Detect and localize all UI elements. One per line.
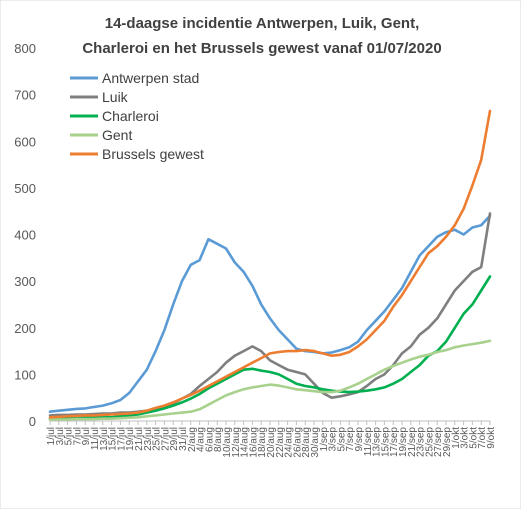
y-tick-label: 800 (14, 41, 36, 56)
x-tick-label: 7/okt (477, 427, 488, 449)
y-tick-label: 600 (14, 134, 36, 149)
series-line-charleroi (48, 275, 492, 421)
x-tick-label: 6/aug (204, 427, 215, 452)
y-tick-label: 400 (14, 228, 36, 243)
x-tick-label: 3/okt (460, 427, 471, 449)
x-tick-label: 15/sep (380, 427, 391, 457)
x-tick-label: 17/jul (116, 427, 127, 451)
x-tick-label: 9/sep (354, 427, 365, 452)
legend: Antwerpen stad Luik Charleroi Gent Brussels … (70, 70, 204, 162)
x-tick-label: 11/sep (363, 427, 374, 457)
series-line-antwerpen-stad (48, 214, 492, 414)
x-tick-label: 5/sep (336, 427, 347, 452)
y-tick-label: 200 (14, 321, 36, 336)
x-tick-label: 1/okt (451, 427, 462, 449)
x-tick-label: 25/jul (152, 427, 163, 451)
x-tick-label: 29/sep (442, 427, 453, 457)
x-tick-label: 13/jul (99, 427, 110, 451)
x-tick-label: 31/jul (178, 427, 189, 451)
x-tick-label: 18/aug (257, 427, 268, 458)
x-tick-label: 29/jul (169, 427, 180, 451)
y-tick-label: 700 (14, 88, 36, 103)
x-tick-label: 19/sep (398, 427, 409, 457)
x-tick-label: 3/sep (328, 427, 339, 452)
x-tick-label: 8/aug (213, 427, 224, 452)
x-tick-label: 27/sep (433, 427, 444, 457)
x-tick-label: 19/jul (125, 427, 136, 451)
x-tick-label: 17/sep (389, 427, 400, 457)
x-tick-label: 5/jul (64, 427, 75, 445)
x-tick-label: 30/aug (310, 427, 321, 458)
y-tick-label: 100 (14, 367, 36, 382)
x-tick-label: 9/jul (81, 427, 92, 445)
series-line-brussels-gewest (48, 109, 492, 419)
x-tick-label: 10/aug (222, 427, 233, 458)
y-tick-label: 500 (14, 181, 36, 196)
x-tick-label: 2/aug (187, 427, 198, 452)
x-tick-label: 4/aug (196, 427, 207, 452)
x-tick-label: 21/jul (134, 427, 145, 451)
x-tick-label: 7/jul (72, 427, 83, 445)
x-tick-label: 1/jul (46, 427, 57, 445)
legend-label-luik: Luik (102, 89, 129, 105)
legend-label-antwerpen-stad: Antwerpen stad (102, 70, 199, 86)
x-tick-label: 14/aug (240, 427, 251, 458)
legend-label-gent: Gent (102, 127, 132, 143)
x-tick-label: 27/jul (160, 427, 171, 451)
x-tick-label: 1/sep (319, 427, 330, 452)
y-tick-label: 300 (14, 274, 36, 289)
x-tick-label: 5/okt (468, 427, 479, 449)
chart-title-line-1: 14-daagse incidentie Antwerpen, Luik, Ge… (105, 15, 420, 32)
x-tick-label: 9/okt (486, 427, 497, 449)
chart-title-line-2: Charleroi en het Brussels gewest vanaf 0… (82, 40, 441, 57)
x-tick-label: 13/sep (372, 427, 383, 457)
x-tick-label: 16/aug (248, 427, 259, 458)
x-tick-label: 3/jul (55, 427, 66, 445)
x-axis: 1/jul3/jul5/jul7/jul9/jul11/jul13/jul15/… (46, 420, 497, 458)
y-axis: 0 100 200 300 400 500 600 700 800 (14, 41, 36, 429)
x-tick-label: 15/jul (108, 427, 119, 451)
x-tick-label: 25/sep (424, 427, 435, 457)
x-tick-label: 24/aug (284, 427, 295, 458)
y-tick-label: 0 (29, 414, 36, 429)
x-tick-label: 21/sep (407, 427, 418, 457)
x-tick-label: 11/jul (90, 427, 101, 450)
x-tick-label: 22/aug (275, 427, 286, 458)
x-tick-label: 26/aug (292, 427, 303, 458)
legend-label-brussels-gewest: Brussels gewest (102, 146, 204, 162)
x-tick-label: 20/aug (266, 427, 277, 458)
legend-label-charleroi: Charleroi (102, 108, 159, 124)
x-tick-label: 23/jul (143, 427, 154, 451)
x-tick-label: 28/aug (301, 427, 312, 458)
x-tick-label: 7/sep (345, 427, 356, 452)
x-tick-label: 12/aug (231, 427, 242, 458)
series-line-gent (48, 339, 492, 421)
x-tick-label: 23/sep (416, 427, 427, 457)
series-group (48, 109, 492, 421)
